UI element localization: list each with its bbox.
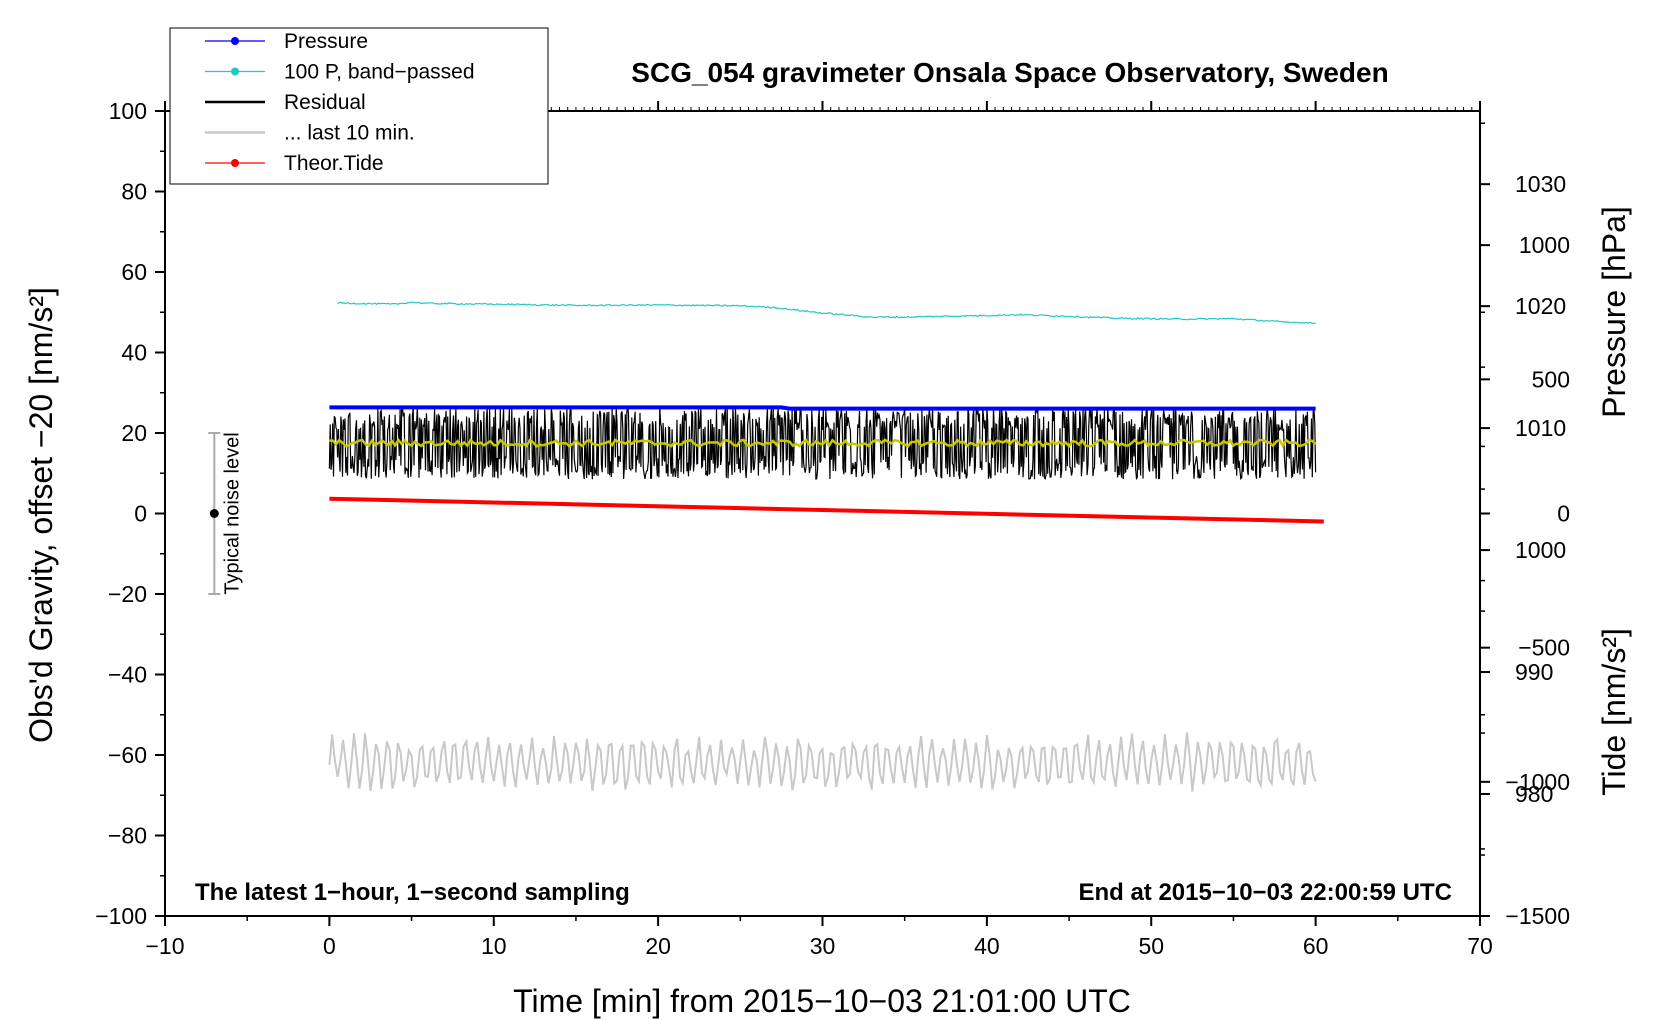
pressure-tick-label: 980 xyxy=(1515,781,1553,807)
y-axis-tide-ticks: 1000 500 0 −500 −1000 −1500 xyxy=(1480,232,1570,929)
y-tick-label: 100 xyxy=(109,98,147,124)
y-tick-label: 60 xyxy=(121,259,147,285)
legend-label: Theor.Tide xyxy=(284,152,384,175)
series-theor-tide xyxy=(329,496,1324,524)
x-tick-label: 40 xyxy=(974,933,1000,959)
legend-label: 100 P, band−passed xyxy=(284,61,475,84)
legend-label: Pressure xyxy=(284,30,368,53)
y-axis-pressure-ticks: 1030 1020 1010 1000 990 980 xyxy=(1480,122,1566,856)
series-pressure xyxy=(329,405,1316,411)
tide-tick-label: 0 xyxy=(1557,501,1570,527)
pressure-tick-label: 1000 xyxy=(1515,537,1566,563)
legend-label: Residual xyxy=(284,91,366,114)
y-tick-label: −20 xyxy=(108,581,147,607)
tide-tick-label: 500 xyxy=(1532,366,1570,392)
series-band-passed xyxy=(337,301,1316,325)
pressure-tick-label: 1030 xyxy=(1515,171,1566,197)
x-axis-ticks: −10 0 10 20 30 40 50 60 70 xyxy=(145,101,1493,959)
legend-label: ... last 10 min. xyxy=(284,122,415,145)
noise-bar-label: Typical noise level xyxy=(221,432,243,594)
y-tick-label: −40 xyxy=(108,662,147,688)
x-axis-label: Time [min] from 2015−10−03 21:01:00 UTC xyxy=(513,983,1131,1019)
series-residual-smoothed xyxy=(329,438,1317,449)
x-tick-label: 20 xyxy=(645,933,671,959)
y-tick-label: −60 xyxy=(108,742,147,768)
y-axis-left-ticks: 100 80 60 40 20 0 −20 −40 −60 −80 −100 xyxy=(95,98,165,929)
noise-level-bar: Typical noise level xyxy=(208,432,243,595)
y-tick-label: 20 xyxy=(121,420,147,446)
y-tick-label: 0 xyxy=(134,501,147,527)
pressure-tick-label: 1010 xyxy=(1515,415,1566,441)
noise-bar-center-dot xyxy=(209,509,219,518)
x-tick-label: 0 xyxy=(323,933,336,959)
tide-tick-label: 1000 xyxy=(1519,232,1570,258)
pressure-tick-label: 990 xyxy=(1515,659,1553,685)
series-residual xyxy=(328,405,1317,481)
annotation-sampling: The latest 1−hour, 1−second sampling xyxy=(195,879,630,906)
legend-marker xyxy=(231,67,239,76)
series-group xyxy=(328,301,1324,792)
plot-frame xyxy=(164,110,1481,917)
x-tick-label: 30 xyxy=(810,933,836,959)
y-tick-label: −80 xyxy=(108,823,147,849)
y-tick-label: 80 xyxy=(121,179,147,205)
tide-tick-label: −1500 xyxy=(1505,903,1570,929)
chart-title: SCG_054 gravimeter Onsala Space Observat… xyxy=(631,57,1388,88)
pressure-tick-label: 1020 xyxy=(1515,293,1566,319)
legend: Pressure 100 P, band−passed Residual ... la… xyxy=(169,27,549,185)
x-tick-label: 50 xyxy=(1138,933,1164,959)
legend-marker xyxy=(231,37,239,45)
x-tick-label: 60 xyxy=(1303,933,1329,959)
series-last-10-min xyxy=(328,732,1317,792)
x-tick-label: −10 xyxy=(145,933,184,959)
legend-marker xyxy=(231,159,239,167)
x-tick-label: 70 xyxy=(1467,933,1493,959)
tide-tick-label: −1000 xyxy=(1505,769,1570,795)
annotation-end-time: End at 2015−10−03 22:00:59 UTC xyxy=(1078,879,1452,906)
y-axis-left-label: Obs'd Gravity, offset −20 [nm/s²] xyxy=(23,287,59,743)
legend-box xyxy=(169,27,549,185)
x-tick-label: 10 xyxy=(481,933,507,959)
y-tick-label: 40 xyxy=(121,340,147,366)
y-axis-pressure-label: Pressure [hPa] xyxy=(1596,206,1632,418)
y-tick-label: −100 xyxy=(95,903,147,929)
tide-tick-label: −500 xyxy=(1518,635,1570,661)
y-axis-tide-label: Tide [nm/s²] xyxy=(1596,628,1632,796)
